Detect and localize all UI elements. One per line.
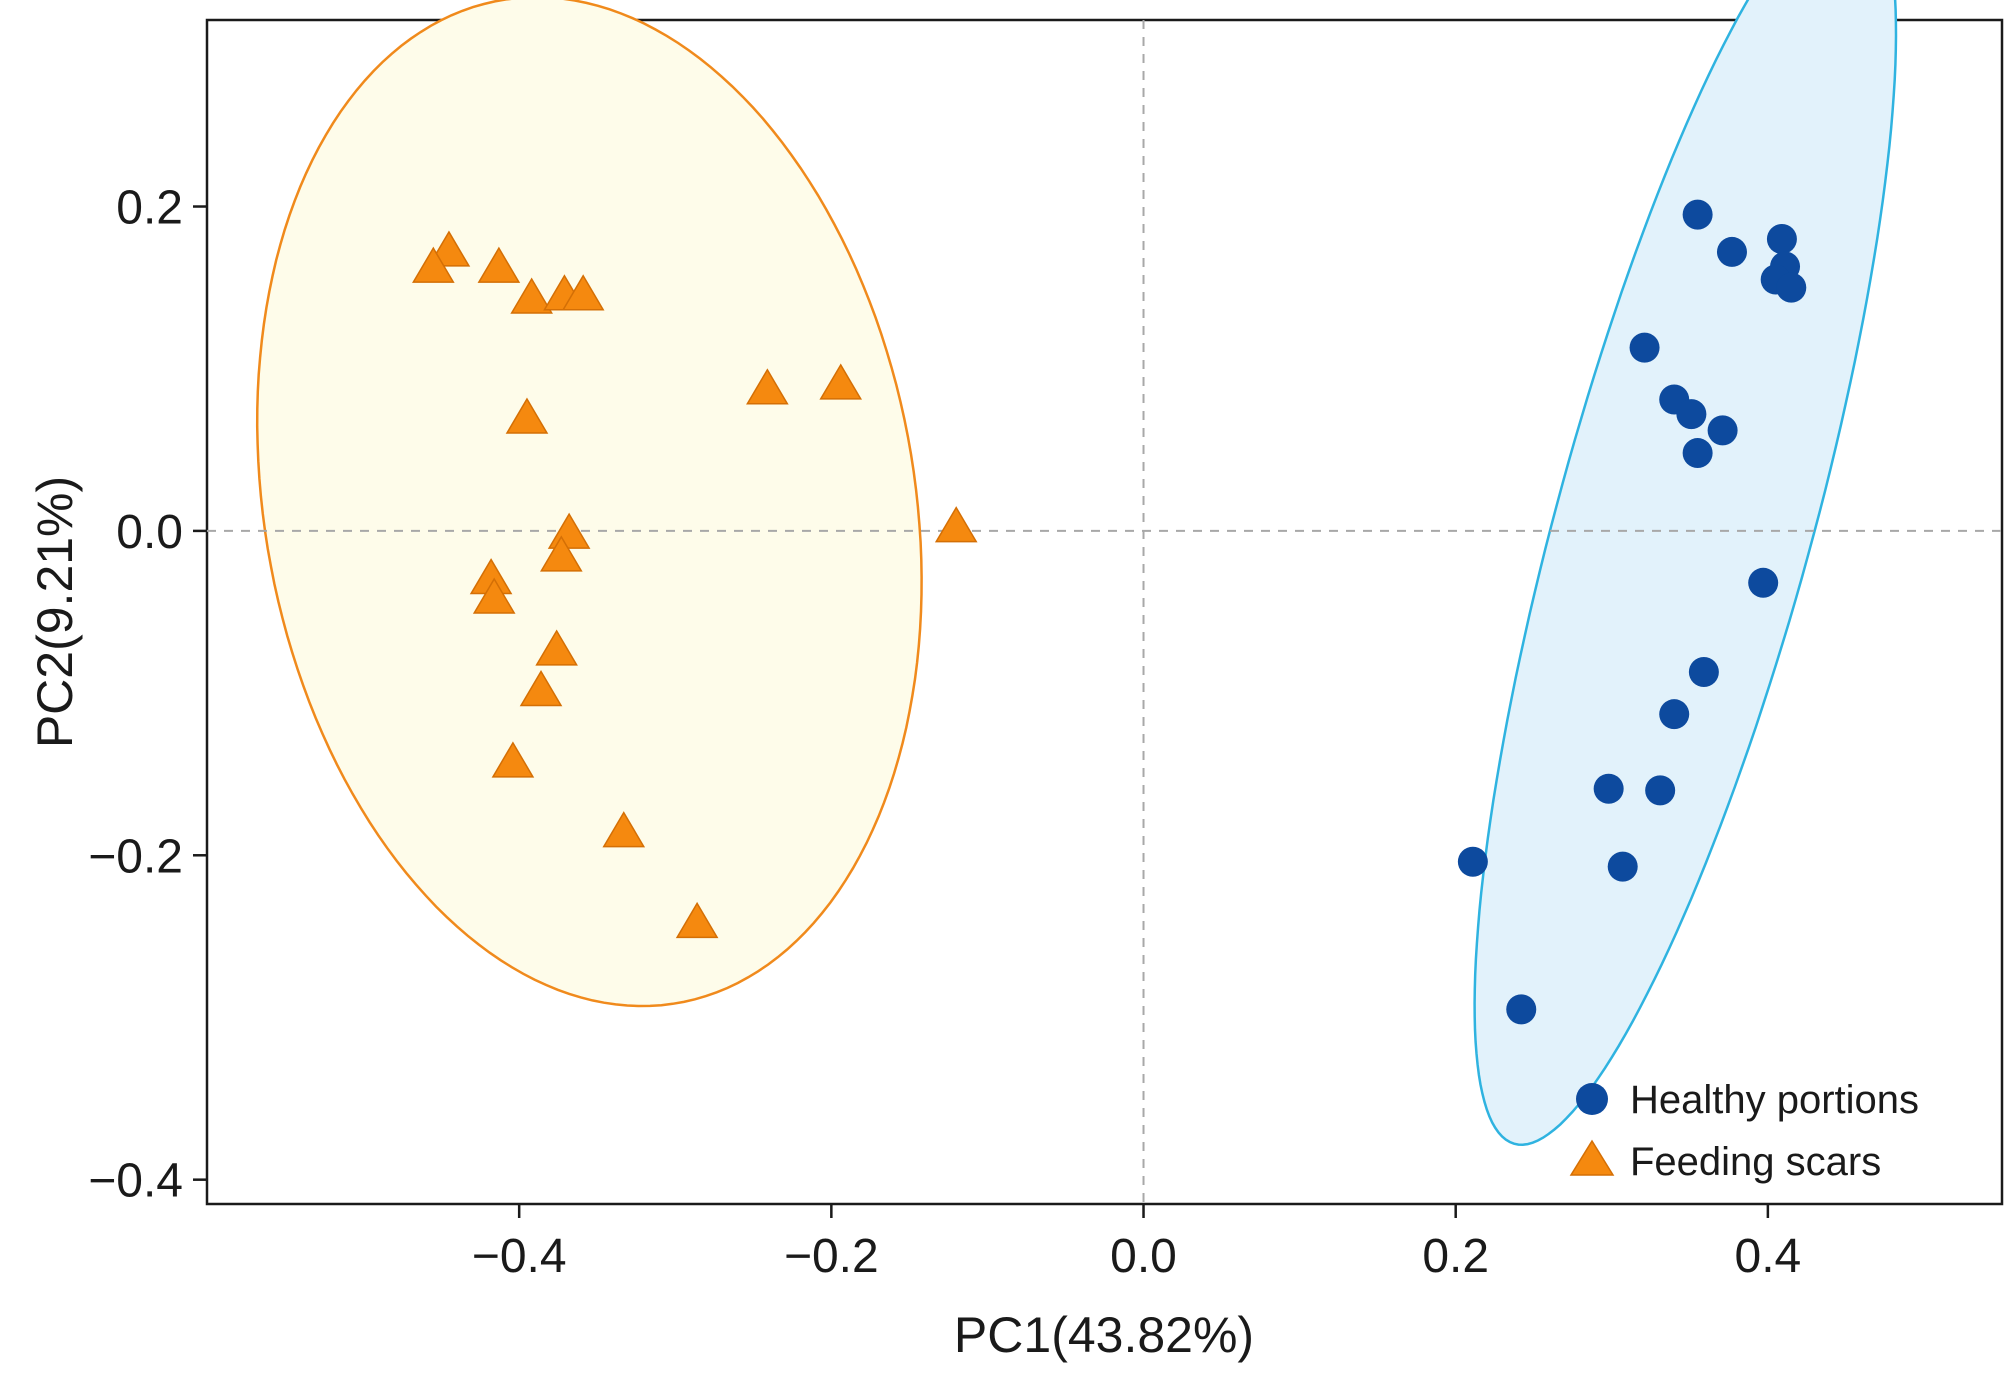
point-feeding-scar [505, 397, 549, 434]
point-feeding-scar [819, 363, 863, 400]
confidence-ellipses [255, 0, 1898, 1146]
legend: Healthy portions Feeding scars [1569, 1078, 1919, 1184]
legend-marker-feeding-scars [1569, 1139, 1615, 1176]
point-feeding-scar [746, 368, 789, 405]
point-feeding-scar [491, 741, 535, 778]
y-tick-label: 0.0 [116, 506, 183, 559]
ellipse-feeding-scars [255, 0, 923, 1008]
point-feeding-scar [412, 246, 455, 283]
point-healthy-portion [1676, 399, 1707, 430]
point-healthy-portion [1716, 236, 1747, 267]
y-tick-label: −0.2 [88, 830, 183, 883]
point-healthy-portion [1682, 438, 1713, 469]
point-healthy-portion [1707, 415, 1738, 446]
point-feeding-scar [561, 274, 605, 311]
point-feeding-scar [934, 506, 978, 543]
data-points [412, 199, 1807, 1025]
point-healthy-portion [1607, 851, 1638, 882]
point-healthy-portion [1682, 199, 1713, 230]
reference-lines [207, 20, 2002, 1204]
y-axis-title: PC2(9.21%) [27, 476, 83, 748]
point-healthy-portion [1457, 846, 1488, 877]
point-feeding-scar [540, 535, 583, 572]
point-healthy-portion [1506, 994, 1537, 1025]
point-healthy-portion [1659, 699, 1690, 730]
x-tick-label: 0.0 [1110, 1230, 1177, 1283]
y-tick-label: −0.4 [88, 1155, 183, 1208]
legend-marker-healthy-portions [1576, 1083, 1608, 1115]
point-feeding-scar [510, 277, 553, 314]
point-healthy-portion [1688, 657, 1719, 688]
legend-label-healthy-portions: Healthy portions [1630, 1078, 1919, 1122]
point-feeding-scar [535, 629, 578, 666]
y-tick-label: 0.2 [116, 182, 183, 235]
point-healthy-portion [1748, 567, 1779, 598]
point-healthy-portion [1645, 775, 1676, 806]
x-tick-label: 0.2 [1422, 1230, 1489, 1283]
point-feeding-scar [519, 669, 563, 707]
point-feeding-scar [472, 577, 516, 614]
point-healthy-portion [1766, 223, 1797, 254]
x-axis-ticks: −0.4 −0.2 0.0 0.2 0.4 [472, 1204, 1801, 1283]
point-healthy-portion [1593, 773, 1624, 804]
point-feeding-scar [675, 901, 719, 939]
x-axis-title: PC1(43.82%) [954, 1307, 1254, 1363]
x-tick-label: −0.4 [472, 1230, 567, 1283]
x-tick-label: 0.4 [1735, 1230, 1802, 1283]
y-axis-ticks: −0.4 −0.2 0.0 0.2 [88, 182, 207, 1208]
point-healthy-portion [1776, 272, 1807, 303]
point-healthy-portion [1629, 332, 1660, 363]
plot-frame [205, 18, 2004, 1206]
point-feeding-scar [602, 811, 646, 848]
legend-label-feeding-scars: Feeding scars [1630, 1140, 1881, 1184]
x-tick-label: −0.2 [784, 1230, 879, 1283]
point-feeding-scar [477, 246, 521, 283]
ellipse-healthy-portions [1473, 0, 1898, 1146]
